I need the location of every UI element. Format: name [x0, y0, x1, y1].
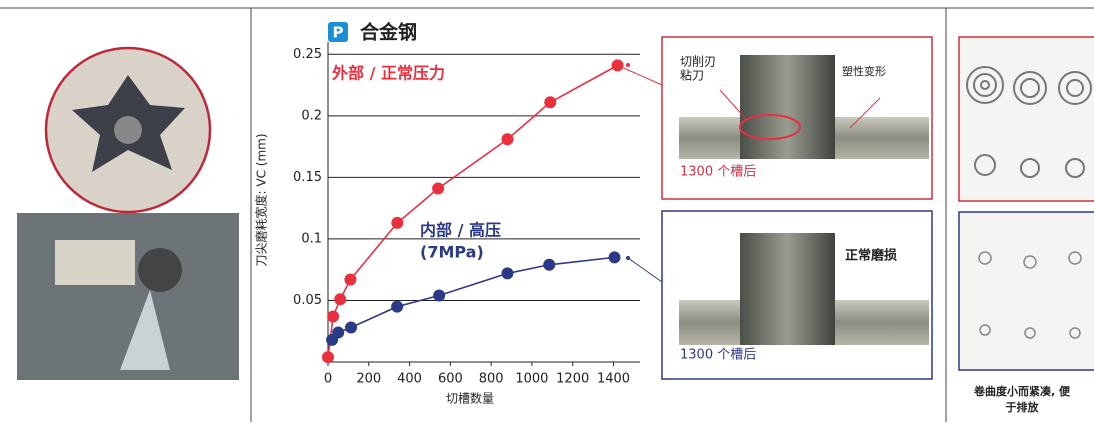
point: [322, 351, 334, 364]
point: [543, 258, 556, 271]
point: [611, 59, 624, 72]
x-tick-label: 1200: [556, 372, 589, 387]
coolant-spray: [120, 290, 170, 370]
insert: [138, 248, 182, 292]
point: [345, 321, 358, 334]
x-tick-label: 0: [324, 372, 332, 387]
connector: [627, 257, 663, 283]
y-axis-label: 刀尖磨耗宽度: VC (mm): [254, 133, 269, 266]
y-tick-label: 0.1: [301, 231, 322, 246]
caption: 卷曲度小而紧凑, 便: [973, 384, 1071, 398]
pointer: [849, 97, 881, 129]
chart-title: 合金钢: [360, 21, 417, 44]
y-tick-label: 0.15: [293, 170, 322, 185]
label: 正常磨损: [845, 248, 897, 264]
point: [391, 216, 404, 229]
connector-dot: [626, 256, 630, 260]
y-tick-label: 0.2: [301, 108, 322, 123]
holder: [55, 240, 135, 285]
point: [501, 133, 514, 146]
x-axis-label: 切槽数量: [446, 391, 494, 406]
x-tick-label: 1000: [515, 372, 548, 387]
connector-dot: [626, 63, 630, 67]
screw: [114, 116, 142, 144]
callout: 粘刀: [680, 68, 704, 83]
series-line: [327, 64, 618, 358]
callout: 塑性变形: [842, 64, 886, 78]
point: [391, 300, 404, 313]
caption: 于排放: [1006, 400, 1040, 414]
chips: [966, 66, 1092, 178]
point: [432, 182, 445, 195]
series-line: [331, 256, 615, 341]
chips-box: [958, 211, 1094, 371]
point: [334, 293, 347, 306]
callout: 切削刃: [680, 55, 716, 69]
y-tick-label: 0.05: [293, 293, 322, 308]
point: [544, 96, 557, 109]
point: [433, 289, 446, 302]
annotation: (7MPa): [420, 243, 484, 262]
badge-box: [328, 22, 348, 42]
connector: [616, 64, 663, 86]
caption: 1300 个槽后: [680, 348, 756, 363]
caption: 1300 个槽后: [680, 165, 756, 180]
series-label: 外部 / 正常压力: [331, 64, 445, 83]
wear-photo: [740, 55, 835, 159]
point: [501, 267, 514, 280]
point: [327, 310, 340, 323]
x-tick-label: 1400: [597, 372, 630, 387]
series-label: 内部 / 高压: [420, 221, 501, 240]
x-tick-label: 800: [479, 372, 504, 387]
x-tick-label: 200: [356, 372, 381, 387]
y-tick-label: 0.25: [293, 47, 322, 62]
wear-photo: [740, 233, 835, 345]
x-tick-label: 600: [438, 372, 463, 387]
point: [608, 251, 621, 264]
pointer: [719, 89, 746, 119]
highlight: [739, 114, 801, 140]
point: [332, 326, 345, 339]
x-tick-label: 400: [397, 372, 422, 387]
chips: [978, 251, 1082, 339]
badge: P: [333, 24, 344, 42]
point: [344, 273, 357, 286]
